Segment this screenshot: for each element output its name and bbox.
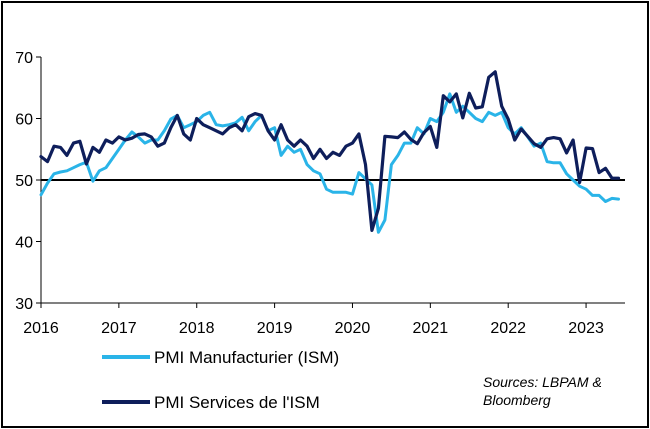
x-tick-label: 2016 <box>23 320 59 337</box>
series-lines <box>39 70 621 234</box>
legend-label-services: PMI Services de l'ISM <box>154 393 320 412</box>
y-axis: 30 40 50 60 70 <box>15 50 42 313</box>
y-tick-label: 70 <box>15 50 33 67</box>
series-line-services <box>39 70 621 232</box>
x-tick-label: 2018 <box>179 320 215 337</box>
x-tick-label: 2022 <box>490 320 526 337</box>
series-line-manufacturing <box>39 92 620 234</box>
x-tick-label: 2020 <box>335 320 371 337</box>
source-line-2: Bloomberg <box>483 392 551 408</box>
x-tick-label: 2023 <box>568 320 604 337</box>
y-tick-label: 40 <box>15 235 33 252</box>
y-tick-label: 50 <box>15 173 33 190</box>
y-tick-label: 60 <box>15 112 33 129</box>
x-tick-label: 2017 <box>101 320 137 337</box>
source-line-1: Sources: LBPAM & <box>483 374 602 390</box>
y-tick-label: 30 <box>15 296 33 313</box>
x-axis: 2016 2017 2018 2019 2020 2021 2022 2023 <box>23 302 625 337</box>
source-note: Sources: LBPAM & Bloomberg <box>483 374 602 408</box>
legend: PMI Manufacturier (ISM) PMI Services de … <box>102 348 339 412</box>
legend-label-manufacturing: PMI Manufacturier (ISM) <box>154 348 339 367</box>
x-tick-label: 2019 <box>257 320 293 337</box>
x-tick-label: 2021 <box>413 320 449 337</box>
